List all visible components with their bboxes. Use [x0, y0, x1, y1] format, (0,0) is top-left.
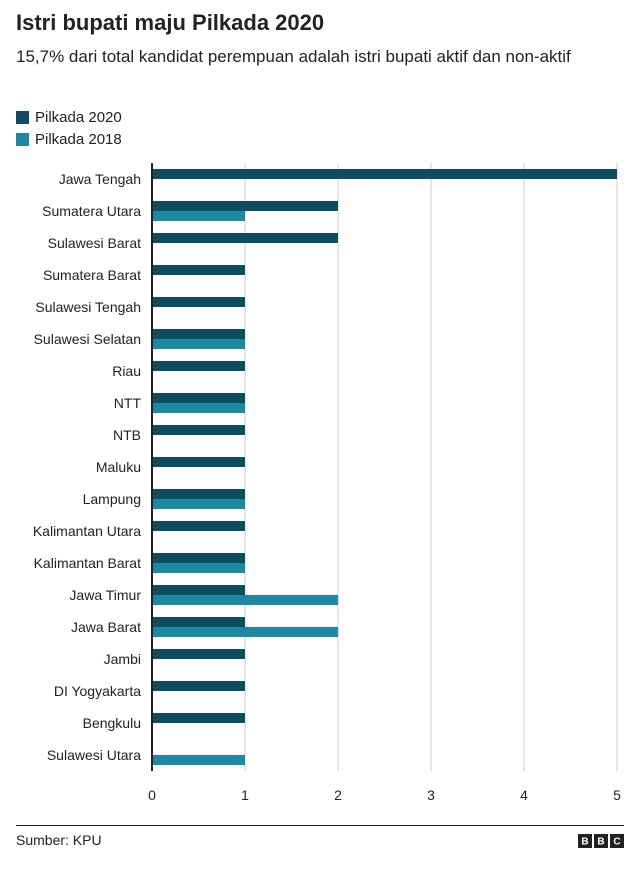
bar-2020 [152, 681, 245, 691]
bar-2020 [152, 265, 245, 275]
bar-2018 [152, 499, 245, 509]
x-tick-label-4: 4 [520, 787, 528, 803]
bar-2020 [152, 425, 245, 435]
legend-item-2020: Pilkada 2020 [16, 106, 122, 128]
bar-2020 [152, 297, 245, 307]
source-note: Sumber: KPU [16, 832, 102, 848]
bar-2020 [152, 585, 245, 595]
bar-2020 [152, 617, 245, 627]
footer-divider [16, 825, 624, 826]
bar-2018 [152, 595, 338, 605]
x-tick-label-1: 1 [241, 787, 249, 803]
bar-2020 [152, 553, 245, 563]
category-label: Riau [112, 363, 141, 379]
category-label: Sumatera Barat [43, 267, 141, 283]
svg-text:B: B [597, 837, 604, 846]
category-label: Kalimantan Utara [33, 523, 141, 539]
category-label: Jawa Tengah [59, 171, 141, 187]
svg-text:C: C [613, 837, 620, 846]
category-label: Jawa Timur [69, 587, 141, 603]
category-label: Sulawesi Selatan [34, 331, 141, 347]
bar-2020 [152, 521, 245, 531]
bbc-logo: B B C [578, 834, 624, 848]
bar-2020 [152, 201, 338, 211]
x-tick-label-0: 0 [148, 787, 156, 803]
category-label: NTB [113, 427, 141, 443]
legend-item-2018: Pilkada 2018 [16, 128, 122, 150]
bar-2018 [152, 403, 245, 413]
legend: Pilkada 2020 Pilkada 2018 [16, 106, 122, 150]
bar-2020 [152, 393, 245, 403]
bar-2018 [152, 211, 245, 221]
category-label: Kalimantan Barat [34, 555, 142, 571]
bar-2020 [152, 457, 245, 467]
chart-title: Istri bupati maju Pilkada 2020 [16, 10, 325, 35]
bar-2020 [152, 329, 245, 339]
bar-2020 [152, 169, 617, 179]
category-label: Sulawesi Tengah [35, 299, 141, 315]
legend-label-2018: Pilkada 2018 [35, 130, 122, 148]
category-label: Sulawesi Utara [47, 747, 141, 763]
bar-2020 [152, 361, 245, 371]
bar-2020 [152, 649, 245, 659]
bar-2020 [152, 489, 245, 499]
category-label: Maluku [96, 459, 141, 475]
chart-subtitle: 15,7% dari total kandidat perempuan adal… [16, 47, 571, 66]
category-label: Lampung [83, 491, 141, 507]
category-label: Jambi [104, 651, 141, 667]
legend-swatch-2020 [16, 110, 29, 124]
legend-label-2020: Pilkada 2020 [35, 108, 122, 126]
category-label: NTT [114, 395, 142, 411]
bar-2018 [152, 563, 245, 573]
legend-swatch-2018 [16, 132, 29, 146]
bar-2018 [152, 627, 338, 637]
category-label: DI Yogyakarta [54, 683, 141, 699]
svg-text:B: B [581, 837, 588, 846]
bar-2018 [152, 755, 245, 765]
x-tick-label-2: 2 [334, 787, 342, 803]
category-label: Sulawesi Barat [48, 235, 141, 251]
bar-2020 [152, 713, 245, 723]
x-tick-label-3: 3 [427, 787, 435, 803]
category-label: Jawa Barat [71, 619, 141, 635]
x-tick-label-5: 5 [613, 787, 621, 803]
bar-2020 [152, 233, 338, 243]
category-label: Sumatera Utara [42, 203, 141, 219]
category-label: Bengkulu [83, 715, 141, 731]
bar-2018 [152, 339, 245, 349]
